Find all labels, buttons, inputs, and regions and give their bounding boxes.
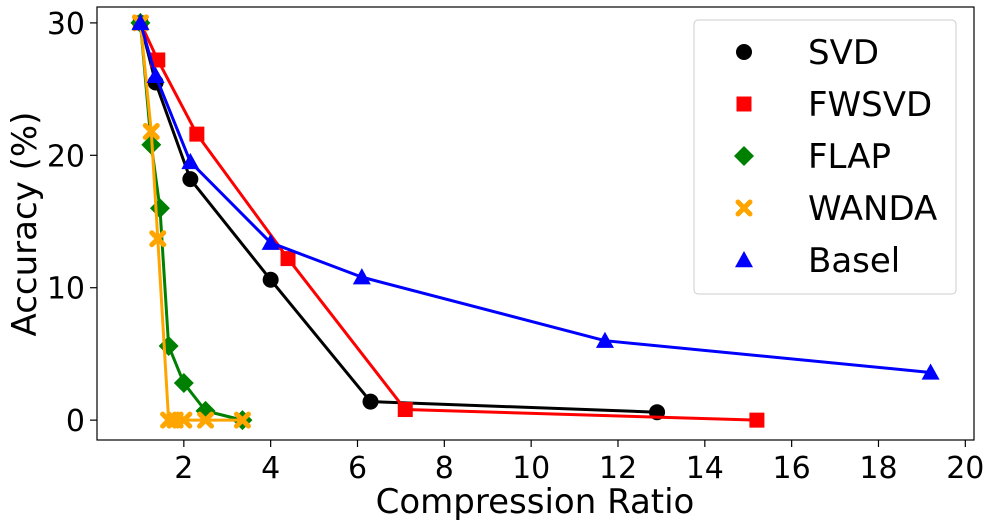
y-axis-label: Accuracy (%): [5, 112, 45, 337]
legend-label-fwsvd: FWSVD: [808, 85, 932, 125]
data-point-basel: [921, 363, 940, 380]
data-point-basel: [181, 152, 200, 170]
x-tick-label: 18: [859, 451, 897, 486]
data-point-wanda: [142, 122, 160, 140]
data-point-basel: [131, 13, 150, 31]
data-point-basel: [261, 233, 280, 250]
x-tick-label: 8: [435, 451, 454, 486]
legend-label-svd: SVD: [808, 33, 879, 73]
legend-frame: [693, 19, 957, 295]
y-tick-label: 10: [47, 272, 85, 307]
data-point-wanda: [175, 411, 193, 429]
series-basel: [131, 13, 940, 380]
legend-label-wanda: WANDA: [808, 189, 937, 229]
x-tick-label: 10: [512, 451, 550, 486]
data-point-flap: [173, 373, 194, 394]
data-point-svd: [362, 393, 379, 410]
x-tick-label: 14: [686, 451, 724, 486]
y-tick-label: 30: [47, 7, 85, 42]
axis-ticks: 2 4 6 8 10 12 14 16 18 20 0 10 20 30: [47, 7, 985, 486]
x-axis-label: Compression Ratio: [376, 482, 695, 522]
x-tick-label: 16: [773, 451, 811, 486]
data-point-wanda: [233, 411, 251, 429]
data-point-fwsvd: [749, 412, 765, 428]
legend-marker-fwsvd: [736, 96, 752, 112]
legend-marker-flap: [734, 146, 754, 166]
data-point-fwsvd: [150, 52, 166, 68]
data-point-svd: [182, 171, 199, 188]
legend-marker-basel: [735, 251, 753, 268]
plot-frame: [96, 6, 975, 441]
x-tick-label: 20: [946, 451, 984, 486]
y-tick-label: 20: [47, 139, 85, 174]
legend-label-basel: Basel: [808, 241, 900, 281]
data-point-svd: [262, 271, 279, 288]
legend-marker-wanda: [735, 199, 753, 217]
data-point-fwsvd: [397, 402, 413, 418]
data-point-basel: [595, 331, 614, 348]
x-tick-label: 4: [261, 451, 280, 486]
legend-label-flap: FLAP: [808, 137, 891, 177]
legend-entries: SVD FWSVD FLAP WANDA Basel: [734, 33, 937, 281]
data-point-wanda: [149, 230, 167, 248]
data-point-wanda: [197, 411, 215, 429]
legend-marker-svd: [736, 44, 752, 60]
data-series: [130, 12, 940, 431]
data-point-fwsvd: [189, 126, 205, 142]
data-point-fwsvd: [280, 251, 296, 267]
x-tick-label: 12: [599, 451, 637, 486]
y-tick-label: 0: [66, 404, 85, 439]
x-tick-label: 6: [348, 451, 367, 486]
data-point-basel: [352, 268, 371, 285]
x-tick-label: 2: [174, 451, 193, 486]
data-point-basel: [146, 66, 165, 84]
series-wanda: [131, 14, 251, 429]
legend: SVD FWSVD FLAP WANDA Basel: [693, 19, 957, 295]
